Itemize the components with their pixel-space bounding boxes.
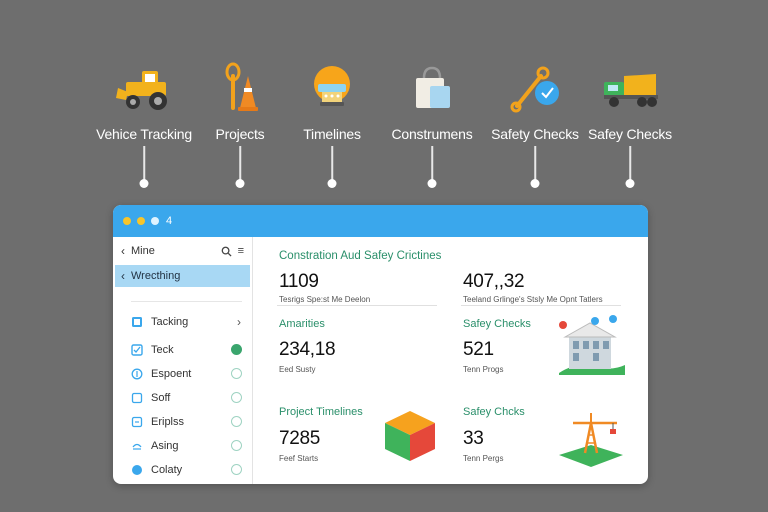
feature-label: Timelines [303, 126, 361, 142]
sidebar-item-tacking[interactable]: Tacking › [113, 310, 252, 334]
status-toggle-off[interactable] [231, 416, 242, 427]
sidebar-item-colaty[interactable]: Colaty [113, 458, 252, 482]
feature-vehicle-tracking[interactable]: Vehice Tracking [89, 62, 199, 188]
colaty-icon [131, 464, 143, 476]
sidebar-divider [131, 301, 242, 302]
sidebar-item-label: Soff [151, 392, 171, 404]
safety-checks-value: 521 [463, 339, 494, 360]
sidebar-item-label: Teck [151, 344, 174, 356]
status-toggle-off[interactable] [231, 368, 242, 379]
window-dot-white[interactable] [151, 217, 159, 225]
dump-truck-icon [604, 74, 658, 107]
main-content: Constration Aud Safey Crictines 1109 Tes… [253, 237, 648, 484]
connector-line [431, 146, 433, 180]
sidebar-item-espoent[interactable]: Espoent [113, 362, 252, 386]
amenities-title: Amarities [279, 318, 325, 330]
cube-illustration [385, 411, 435, 461]
project-timelines-value: 7285 [279, 428, 321, 449]
status-toggle-off[interactable] [231, 464, 242, 475]
sidebar-header: ‹ Mine ≡ [113, 237, 252, 265]
stat-value: 1109 [279, 271, 319, 292]
feature-label: Construmens [391, 126, 473, 142]
stat-label: Tesrigs Spe:st Me Deelon [279, 295, 371, 304]
sidebar-item-eriplss[interactable]: Eriplss [113, 410, 252, 434]
sidebar-active-label: Wrecthing [131, 270, 181, 282]
sidebar-item-soff[interactable]: Soff [113, 386, 252, 410]
asing-icon [131, 440, 143, 452]
sidebar-item-asing[interactable]: Asing [113, 434, 252, 458]
feature-label: Safey Checks [588, 126, 672, 142]
menu-icon[interactable]: ≡ [237, 245, 244, 257]
bulldozer-icon [116, 71, 167, 110]
feature-row: Vehice Tracking Projects Timelines [0, 0, 768, 200]
divider [277, 305, 437, 306]
connector-dot [625, 179, 635, 188]
connector-line [331, 146, 333, 180]
chevron-left-icon: ‹ [121, 269, 125, 283]
project-timelines-label: Feef Starts [279, 454, 319, 463]
feature-safey-checks[interactable]: Safey Checks [575, 62, 685, 188]
lantern-icon [314, 66, 350, 106]
connector-dot [530, 179, 540, 188]
wrench-clock-icon [510, 66, 559, 113]
connector-dot [235, 179, 245, 188]
espoent-icon [131, 368, 143, 380]
sidebar-item-label: Eriplss [151, 416, 185, 428]
connector-dot [427, 179, 437, 188]
sidebar-item-label: Tacking [151, 316, 189, 328]
bag-icon [416, 66, 450, 108]
safety-checks-title-2: Safey Chcks [463, 406, 525, 418]
crane-illustration [559, 413, 623, 467]
connector-line [534, 146, 536, 180]
connector-line [143, 146, 145, 180]
stat-value: 407,,32 [463, 271, 525, 292]
connector-line [239, 146, 241, 180]
back-chevron-icon[interactable]: ‹ [121, 244, 125, 258]
status-toggle-off[interactable] [231, 440, 242, 451]
page-title: Constration Aud Safey Crictines [279, 250, 442, 262]
feature-label: Safety Checks [491, 126, 579, 142]
tab-count: 4 [166, 215, 173, 227]
teck-icon [131, 344, 143, 356]
window-dot-yellow-2[interactable] [137, 217, 145, 225]
safety-checks-label-2: Tenn Pergs [463, 454, 504, 463]
sidebar-back-label[interactable]: Mine [131, 245, 155, 257]
app-window: 4 ‹ Mine ≡ ‹ Wrecthing Tac [113, 205, 648, 484]
soff-icon [131, 392, 143, 404]
feature-timelines[interactable]: Timelines [277, 62, 387, 188]
sidebar-item-label: Espoent [151, 368, 192, 380]
tools-cone-icon [225, 62, 258, 111]
eriplss-icon [131, 416, 143, 428]
window-dot-yellow[interactable] [123, 217, 131, 225]
project-timelines-title: Project Timelines [279, 406, 363, 418]
building-illustration [559, 315, 625, 375]
connector-dot [327, 179, 337, 188]
search-icon[interactable] [221, 246, 232, 257]
chevron-right-icon: › [237, 315, 241, 329]
divider [461, 305, 621, 306]
feature-safety-checks[interactable]: Safety Checks [480, 62, 590, 188]
feature-label: Vehice Tracking [96, 126, 192, 142]
feature-label: Projects [215, 126, 265, 142]
feature-construments[interactable]: Construmens [377, 62, 487, 188]
status-toggle-on[interactable] [231, 344, 242, 355]
safety-checks-title: Safey Checks [463, 318, 531, 330]
sidebar-item-active[interactable]: ‹ Wrecthing [115, 265, 250, 287]
amenities-value: 234,18 [279, 339, 336, 360]
feature-projects[interactable]: Projects [185, 62, 295, 188]
safety-checks-value-2: 33 [463, 428, 484, 449]
title-bar: 4 [113, 205, 648, 237]
stat-label: Teeland Grlinge's Stsly Me Opnt Tatlers [463, 295, 603, 304]
connector-dot [139, 179, 149, 188]
sidebar-item-label: Colaty [151, 464, 183, 476]
tacking-icon [131, 316, 143, 328]
amenities-label: Eed Susty [279, 365, 316, 374]
connector-line [629, 146, 631, 180]
sidebar-item-label: Asing [151, 440, 179, 452]
sidebar: ‹ Mine ≡ ‹ Wrecthing Tacking › [113, 237, 253, 484]
sidebar-item-teck[interactable]: Teck [113, 338, 252, 362]
status-toggle-off[interactable] [231, 392, 242, 403]
safety-checks-label: Tenn Progs [463, 365, 504, 374]
